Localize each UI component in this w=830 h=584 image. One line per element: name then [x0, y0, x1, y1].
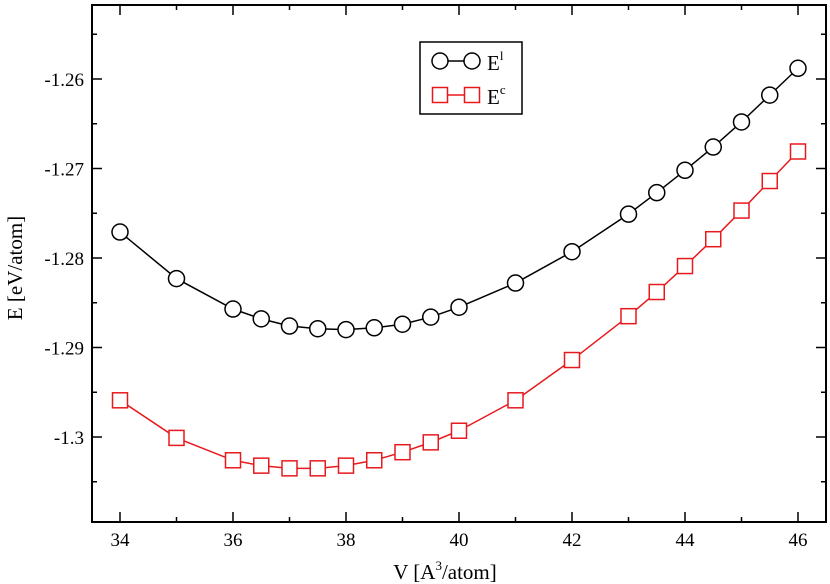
legend: El Ec	[419, 41, 523, 115]
data-point-square	[224, 452, 242, 469]
y-axis-label: E [eV/atom]	[3, 216, 27, 320]
data-point-circle	[422, 308, 440, 326]
data-point-circle	[648, 183, 666, 202]
data-point-square	[507, 392, 524, 409]
legend-label-sup: l	[500, 48, 504, 63]
data-point-circle	[506, 274, 525, 292]
legend-marker-square	[431, 86, 449, 104]
legend-label-main: E	[487, 51, 500, 75]
x-axis-label-sup: 3	[435, 558, 442, 573]
data-point-circle	[280, 317, 299, 335]
data-point-circle	[450, 298, 468, 316]
data-point-square	[789, 143, 807, 160]
data-point-circle	[393, 315, 412, 333]
data-point-square	[422, 434, 439, 451]
y-tick-label: -1.27	[44, 160, 84, 181]
data-point-circle	[224, 300, 242, 318]
data-point-square	[281, 460, 298, 477]
legend-label: El	[487, 48, 504, 75]
series-circle	[111, 59, 807, 339]
data-point-circle	[337, 320, 355, 339]
x-axis-label-main: V [A	[393, 560, 436, 584]
data-point-circle	[761, 86, 779, 104]
series-layer	[111, 59, 807, 477]
data-point-square	[620, 307, 637, 325]
data-point-square	[309, 460, 326, 477]
x-tick-label: 34	[111, 530, 131, 551]
data-point-square	[705, 230, 722, 248]
legend-marker-circle	[431, 52, 449, 70]
x-tick-label: 38	[337, 530, 356, 551]
legend-marker-circle	[463, 52, 481, 70]
data-point-circle	[619, 205, 638, 223]
legend-marker-square	[463, 86, 481, 104]
x-tick-label: 46	[789, 530, 808, 551]
data-point-circle	[309, 319, 327, 338]
x-tick-label: 44	[676, 530, 696, 551]
data-point-square	[366, 452, 383, 469]
legend-label-main: E	[487, 85, 500, 109]
data-point-square	[337, 457, 355, 474]
data-point-square	[168, 429, 185, 447]
legend-entry-square: Ec	[431, 82, 506, 109]
data-point-square	[450, 422, 468, 439]
x-tick-label: 40	[450, 530, 469, 551]
data-point-square	[676, 257, 694, 275]
x-tick-label: 36	[224, 530, 243, 551]
data-point-square	[733, 202, 750, 219]
y-tick-label: -1.29	[44, 339, 84, 360]
data-point-circle	[676, 161, 694, 180]
data-point-square	[111, 392, 129, 409]
x-tick-label: 42	[563, 530, 582, 551]
data-point-circle	[111, 223, 129, 241]
data-point-square	[648, 283, 665, 301]
series-square	[111, 143, 807, 477]
data-point-square	[563, 351, 581, 369]
data-point-circle	[732, 113, 751, 131]
plot-frame	[91, 4, 827, 523]
data-point-circle	[789, 59, 807, 78]
y-tick-label: -1.28	[44, 249, 84, 270]
data-point-circle	[365, 319, 383, 337]
y-tick-label: -1.3	[54, 428, 84, 449]
data-point-circle	[167, 269, 186, 288]
x-axis-label: V [A3/atom]	[393, 558, 497, 584]
data-point-square	[253, 457, 270, 474]
x-axis-label-tail: /atom]	[442, 560, 497, 584]
legend-label-sup: c	[500, 82, 506, 97]
legend-entry-circle: El	[431, 48, 504, 75]
data-point-square	[394, 443, 411, 461]
axis-ticks-layer: 34 36 38 40 42 44 46 -1.3 -1.29 -1.28 -1.27 -1.26	[44, 5, 826, 551]
y-tick-label: -1.26	[44, 70, 84, 91]
data-point-square	[761, 172, 778, 190]
data-point-circle	[563, 242, 581, 261]
data-point-circle	[704, 138, 722, 156]
legend-label: Ec	[487, 82, 506, 109]
data-point-circle	[252, 310, 270, 328]
